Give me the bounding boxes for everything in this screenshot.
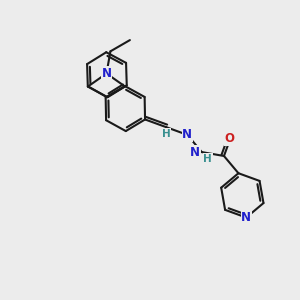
Text: N: N — [101, 67, 112, 80]
Text: O: O — [225, 132, 235, 145]
Text: H: H — [203, 154, 212, 164]
Text: N: N — [190, 146, 200, 159]
Text: N: N — [241, 211, 251, 224]
Text: N: N — [182, 128, 192, 141]
Text: H: H — [162, 129, 171, 139]
